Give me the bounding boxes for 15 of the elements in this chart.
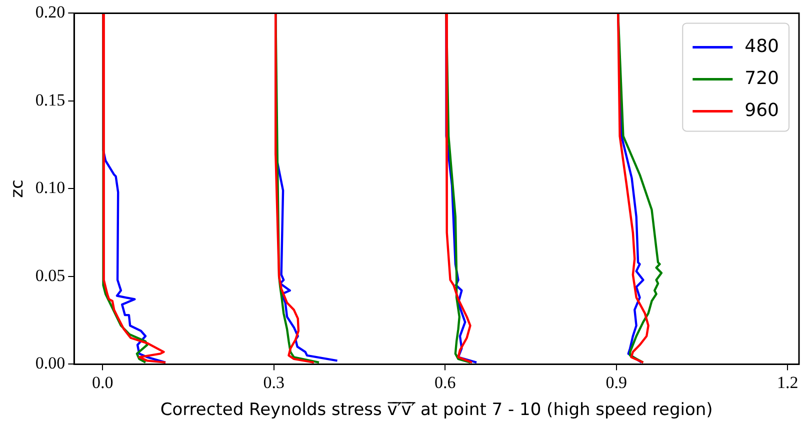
x-tick-label: 1.2 bbox=[776, 372, 798, 392]
legend-label: 480 bbox=[744, 36, 780, 57]
x-tick-label: 0.3 bbox=[263, 372, 285, 392]
x-tick-label: 0.6 bbox=[434, 372, 456, 392]
legend-label: 720 bbox=[744, 68, 780, 89]
y-tick-label: 0.05 bbox=[35, 266, 66, 285]
x-axis-title: Corrected Reynolds stress v̅′̅v̅′̅ at point 7 - 10 (high speed region) bbox=[160, 400, 713, 420]
y-tick-label: 0.15 bbox=[35, 90, 66, 110]
y-axis-title: zc bbox=[8, 180, 28, 198]
y-tick-label: 0.20 bbox=[35, 2, 66, 22]
y-tick-label: 0.10 bbox=[35, 178, 66, 198]
x-tick-label: 0.9 bbox=[606, 372, 627, 392]
legend-label: 960 bbox=[744, 100, 780, 121]
x-tick-label: 0.0 bbox=[92, 372, 114, 392]
y-tick-label: 0.00 bbox=[35, 354, 66, 373]
